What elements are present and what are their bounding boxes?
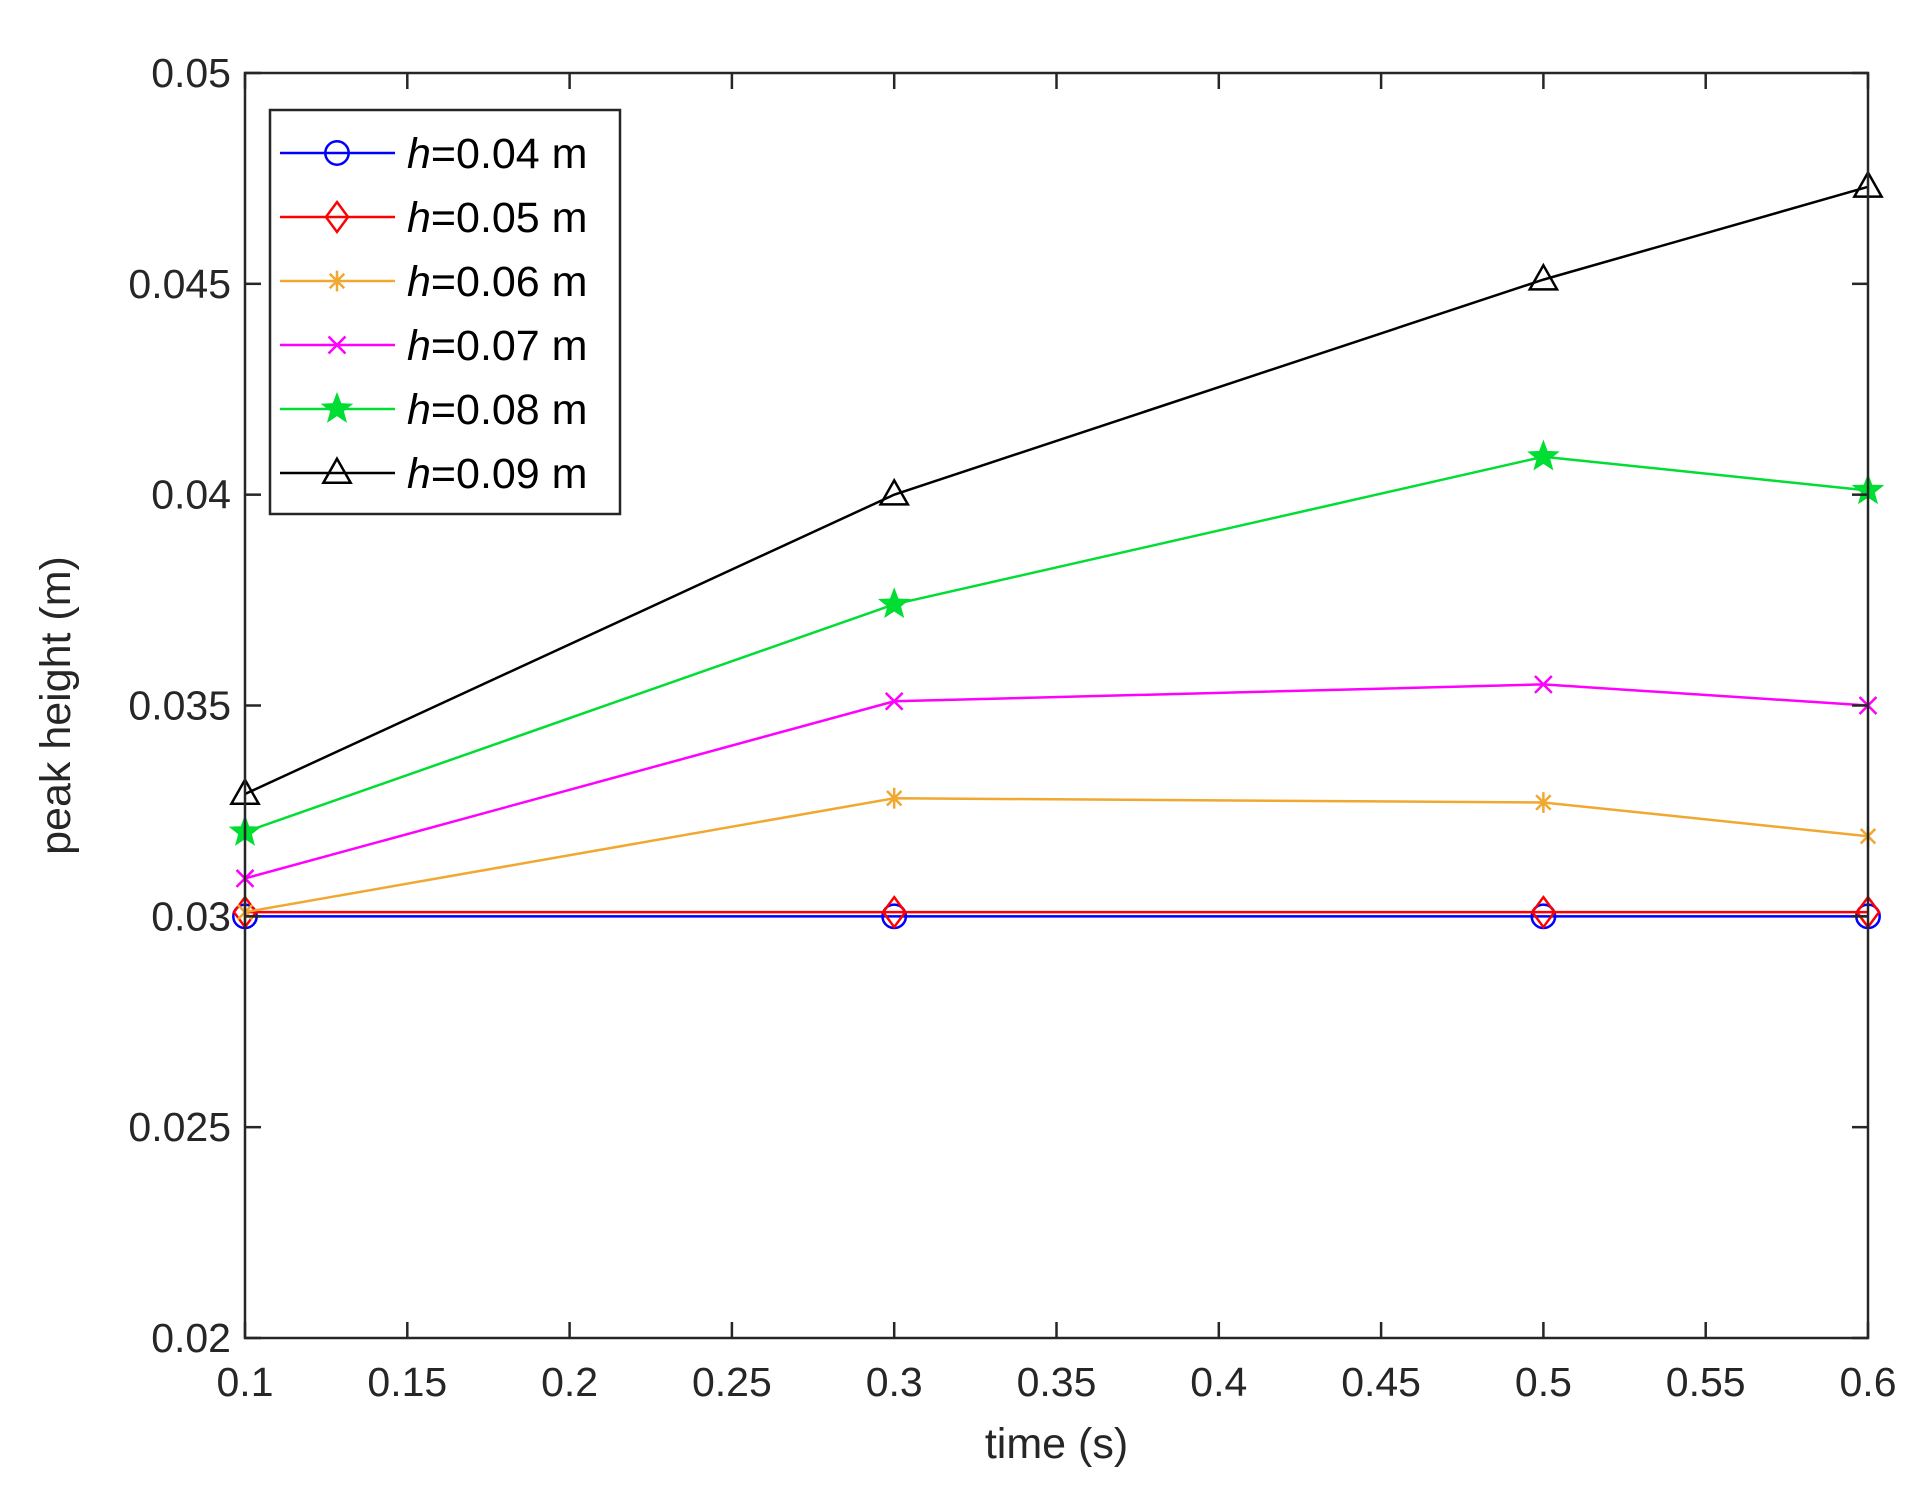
legend-label: h=0.07 m — [407, 322, 588, 370]
x-tick-label: 0.45 — [1341, 1359, 1421, 1405]
y-tick-label: 0.02 — [151, 1315, 231, 1361]
series-3 — [236, 787, 1877, 923]
legend-label: h=0.04 m — [407, 130, 588, 178]
series-line — [244, 185, 1869, 796]
data-point — [1535, 792, 1552, 813]
axes-layer: 0.1 0.15 0.2 0.25 0.3 0.35 0.4 0.45 0.5 0.55 0.6 0.… — [128, 50, 1896, 1405]
x-tick-label: 0.25 — [692, 1359, 772, 1405]
legend-item: h=0.06 m — [280, 258, 588, 306]
x-tick-label: 0.15 — [367, 1359, 447, 1405]
series-line — [244, 683, 1869, 880]
legend-label: h=0.05 m — [407, 194, 588, 242]
legend-item: h=0.05 m — [280, 194, 588, 242]
legend-label: h=0.09 m — [407, 450, 588, 498]
legend-label-variable: h — [407, 450, 431, 498]
legend-item: h=0.08 m — [280, 386, 588, 434]
data-point — [886, 787, 903, 809]
series-line — [244, 797, 1869, 914]
y-tick-label: 0.04 — [151, 472, 231, 518]
y-tick-label: 0.035 — [128, 683, 231, 729]
legend-marker — [321, 456, 353, 484]
legend-item: h=0.07 m — [280, 322, 588, 370]
legend-marker — [327, 335, 347, 355]
legend-label-value: =0.05 m — [431, 194, 588, 242]
data-point — [1527, 439, 1560, 471]
legend-label-value: =0.07 m — [431, 322, 588, 370]
legend-label-value: =0.09 m — [431, 450, 588, 498]
x-tick-label: 0.55 — [1666, 1359, 1746, 1405]
legend-marker — [328, 270, 346, 292]
legend-label-value: =0.08 m — [431, 386, 588, 434]
y-tick-label: 0.025 — [128, 1104, 231, 1150]
series-2 — [232, 895, 1881, 930]
legend-label-variable: h — [407, 258, 431, 306]
legend-label: h=0.06 m — [407, 258, 588, 306]
y-tick-label: 0.03 — [151, 893, 231, 939]
legend-label-variable: h — [407, 322, 431, 370]
legend-marker — [324, 199, 350, 235]
x-tick-label: 0.4 — [1190, 1359, 1247, 1405]
legend-marker — [324, 140, 350, 166]
legend: h=0.04 mh=0.05 mh=0.06 mh=0.07 mh=0.08 m… — [268, 108, 622, 516]
legend-label: h=0.08 m — [407, 386, 588, 434]
legend-label-variable: h — [407, 386, 431, 434]
legend-label-variable: h — [407, 130, 431, 178]
legend-marker — [320, 391, 354, 423]
x-tick-label: 0.3 — [866, 1359, 923, 1405]
legend-item: h=0.09 m — [280, 450, 588, 498]
x-tick-label: 0.5 — [1515, 1359, 1572, 1405]
x-tick-label: 0.35 — [1017, 1359, 1097, 1405]
series-1 — [232, 903, 1881, 930]
x-axis-label: time (s) — [985, 1420, 1128, 1468]
legend-label-value: =0.04 m — [431, 130, 588, 178]
data-point — [877, 587, 911, 619]
y-tick-label: 0.045 — [128, 261, 231, 307]
data-point — [1527, 262, 1560, 291]
data-point — [1530, 895, 1557, 930]
data-point — [884, 691, 904, 711]
legend-label-variable: h — [407, 194, 431, 242]
x-tick-label: 0.1 — [217, 1359, 274, 1405]
series-4 — [235, 675, 1878, 888]
y-tick-label: 0.05 — [151, 50, 231, 96]
series-line — [244, 455, 1869, 834]
legend-label-value: =0.06 m — [431, 258, 588, 306]
y-axis-label: peak height (m) — [32, 556, 80, 855]
data-point — [881, 895, 907, 930]
x-tick-label: 0.2 — [541, 1359, 598, 1405]
data-point — [1534, 675, 1553, 694]
x-tick-label: 0.6 — [1840, 1359, 1897, 1405]
data-point — [878, 477, 910, 506]
legend-item: h=0.04 m — [280, 130, 588, 178]
legend-box — [268, 108, 622, 516]
